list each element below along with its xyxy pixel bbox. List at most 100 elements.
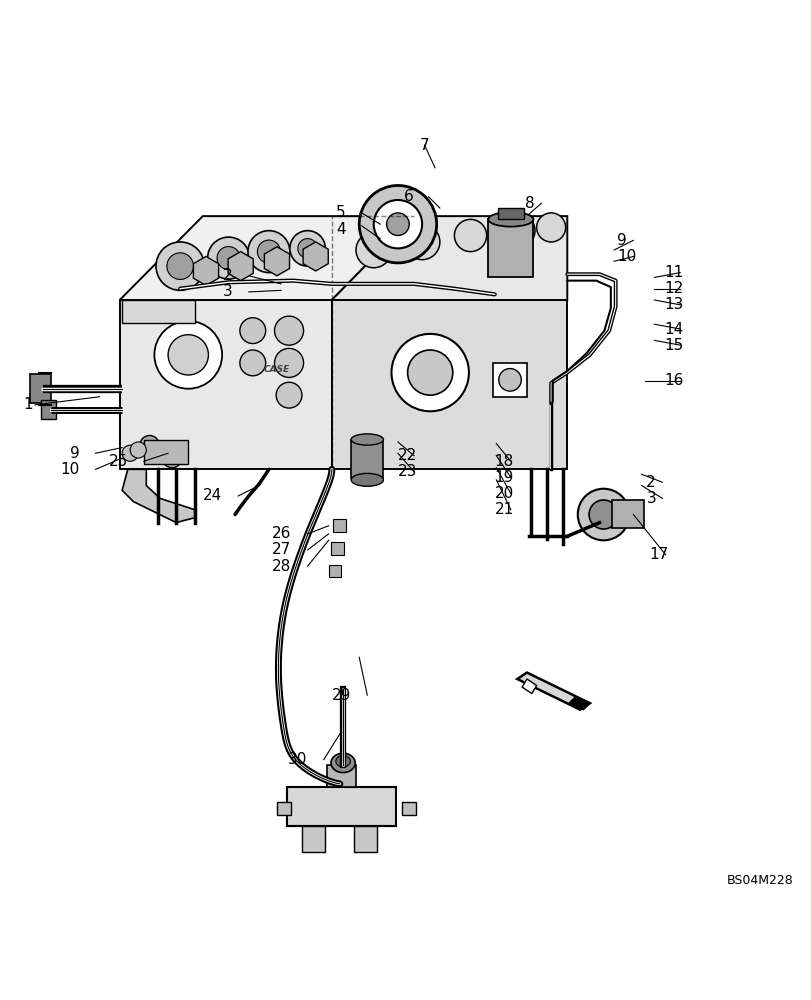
Bar (497, 208, 523, 219)
Circle shape (391, 334, 468, 411)
Bar (327, 765, 355, 787)
Text: 26: 26 (272, 526, 291, 541)
Circle shape (247, 231, 290, 273)
Circle shape (298, 239, 317, 258)
Circle shape (122, 445, 138, 461)
Circle shape (536, 213, 565, 242)
Bar (492, 363, 526, 397)
Ellipse shape (336, 756, 350, 767)
Circle shape (139, 435, 159, 455)
Text: BS04M228: BS04M228 (726, 874, 792, 887)
Circle shape (373, 200, 422, 248)
Polygon shape (193, 256, 218, 285)
Text: 30: 30 (288, 752, 307, 767)
Circle shape (404, 224, 440, 260)
Ellipse shape (487, 212, 533, 227)
Circle shape (239, 318, 265, 344)
Text: 27: 27 (272, 542, 291, 557)
Ellipse shape (350, 434, 383, 445)
Circle shape (167, 253, 193, 279)
Text: 16: 16 (663, 373, 683, 388)
Polygon shape (332, 216, 567, 300)
Bar (331, 542, 344, 555)
Circle shape (454, 219, 486, 252)
Ellipse shape (331, 753, 354, 773)
Ellipse shape (350, 473, 383, 486)
Text: 15: 15 (663, 338, 683, 353)
Bar (487, 219, 533, 277)
Text: 29: 29 (332, 688, 350, 703)
Text: 2: 2 (646, 475, 655, 490)
Bar (401, 802, 416, 815)
Text: 3: 3 (646, 491, 655, 506)
Bar (277, 802, 291, 815)
Polygon shape (119, 216, 414, 300)
Text: 19: 19 (494, 470, 513, 485)
Text: 17: 17 (649, 547, 668, 562)
Circle shape (162, 448, 182, 468)
Circle shape (502, 215, 534, 247)
Circle shape (168, 335, 208, 375)
Text: 13: 13 (663, 297, 683, 312)
Polygon shape (332, 300, 567, 469)
Circle shape (150, 444, 169, 463)
Text: 10: 10 (616, 249, 636, 264)
Bar (41, 400, 56, 419)
Text: 21: 21 (494, 502, 513, 517)
Text: 24: 24 (203, 488, 222, 503)
Text: 23: 23 (397, 464, 417, 479)
Text: 9: 9 (616, 233, 626, 248)
Text: 10: 10 (60, 462, 79, 477)
Text: 7: 7 (419, 138, 429, 153)
Circle shape (276, 382, 302, 408)
Text: 4: 4 (336, 222, 345, 237)
Bar (611, 500, 643, 528)
Circle shape (290, 231, 325, 266)
Polygon shape (569, 697, 589, 710)
Text: 12: 12 (663, 281, 683, 296)
Circle shape (355, 232, 391, 268)
Polygon shape (521, 679, 536, 694)
Circle shape (257, 240, 280, 263)
Text: 6: 6 (404, 189, 414, 204)
Circle shape (498, 369, 521, 391)
Text: 3: 3 (222, 284, 232, 299)
Text: 11: 11 (663, 265, 683, 280)
Polygon shape (303, 242, 328, 271)
Circle shape (274, 316, 303, 345)
Bar (328, 565, 341, 577)
Polygon shape (517, 673, 589, 710)
Text: 28: 28 (272, 559, 291, 574)
Circle shape (358, 185, 436, 263)
Text: 8: 8 (525, 196, 534, 211)
Text: 20: 20 (494, 486, 513, 501)
Circle shape (577, 489, 629, 540)
Polygon shape (264, 247, 290, 276)
Polygon shape (122, 469, 195, 523)
Text: 22: 22 (397, 448, 417, 463)
Polygon shape (228, 252, 253, 281)
Text: 9: 9 (70, 446, 79, 461)
Polygon shape (119, 300, 332, 469)
Bar (30, 374, 51, 403)
Circle shape (239, 350, 265, 376)
Bar (350, 440, 383, 478)
Circle shape (156, 242, 204, 290)
Bar (354, 826, 376, 852)
Bar (144, 440, 188, 464)
Text: 18: 18 (494, 454, 513, 469)
Text: 14: 14 (663, 322, 683, 337)
Bar (333, 519, 346, 532)
Text: CASE: CASE (264, 365, 290, 374)
Text: 2: 2 (223, 268, 232, 283)
Circle shape (154, 321, 222, 389)
Bar (286, 787, 396, 826)
Bar (122, 300, 195, 323)
Circle shape (588, 500, 617, 529)
Circle shape (407, 350, 453, 395)
Circle shape (274, 348, 303, 377)
Circle shape (386, 213, 409, 235)
Text: 5: 5 (336, 205, 345, 220)
Bar (302, 826, 324, 852)
Text: 25: 25 (109, 454, 127, 469)
